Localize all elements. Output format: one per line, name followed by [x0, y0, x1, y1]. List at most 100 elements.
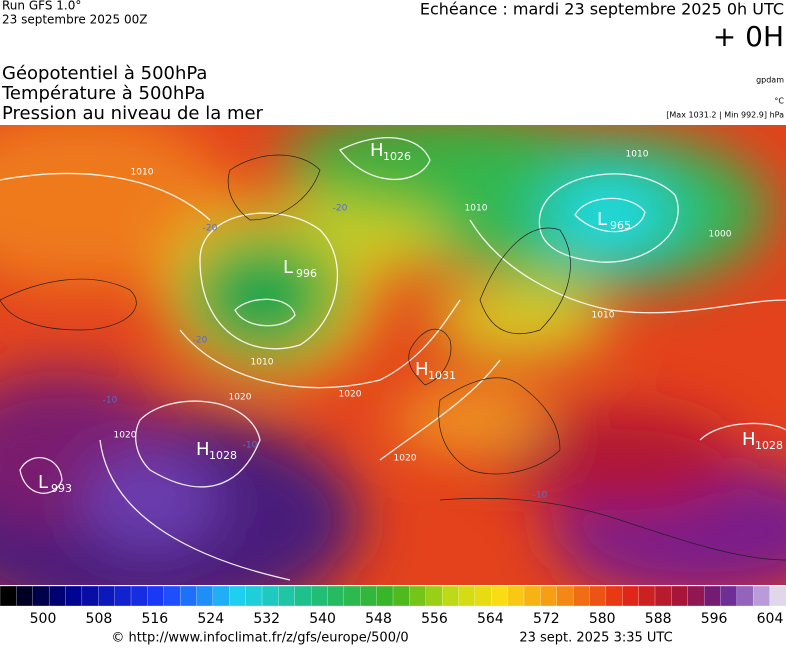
color-swatch [0, 585, 18, 607]
unit-label: [Max 1031.2 | Min 992.9] hPa [666, 111, 784, 120]
color-swatch [65, 585, 83, 607]
color-scale-tick: 540 [309, 611, 336, 627]
color-swatch [212, 585, 230, 607]
pressure-center-type: L [597, 209, 607, 230]
color-swatch [654, 585, 673, 607]
color-swatch [409, 585, 427, 607]
color-swatch [605, 585, 623, 607]
temperature-label: -20 [333, 204, 348, 214]
color-swatch [753, 585, 771, 607]
color-swatch [638, 585, 656, 607]
color-scale-tick: 532 [253, 611, 280, 627]
color-scale-tick: 564 [477, 611, 504, 627]
pressure-center-type: L [283, 257, 293, 278]
color-swatch [114, 585, 132, 607]
color-swatch [474, 585, 492, 607]
pressure-center-value: 1031 [428, 369, 456, 382]
pressure-center-type: H [415, 359, 429, 380]
color-swatch [16, 585, 34, 607]
isobar-label: 1020 [229, 393, 252, 403]
color-swatch [327, 585, 345, 607]
isobar-label: 1010 [131, 168, 154, 178]
pressure-center-value: 993 [51, 482, 72, 495]
pressure-center-value: 1028 [755, 439, 783, 452]
unit-label: gpdam [756, 76, 784, 85]
render-time: 23 sept. 2025 3:35 UTC [519, 631, 672, 646]
color-scale-tick: 548 [365, 611, 392, 627]
color-scale-tick: 524 [197, 611, 224, 627]
isobar-label: 1010 [626, 150, 649, 160]
forecast-time: Echéance : mardi 23 septembre 2025 0h UT… [420, 0, 784, 19]
color-swatch [523, 585, 542, 607]
isobar-label: 1000 [709, 230, 732, 240]
color-swatch [703, 585, 722, 607]
forecast-offset: + 0H [713, 20, 784, 53]
color-swatch [622, 585, 640, 607]
isobar-label: 1020 [114, 431, 137, 441]
color-swatch [458, 585, 476, 607]
isobar-label: 1020 [339, 390, 362, 400]
color-swatch [229, 585, 247, 607]
pressure-center-value: 965 [610, 219, 631, 232]
color-swatch [130, 585, 149, 607]
color-swatch [376, 585, 394, 607]
color-swatch [556, 585, 574, 607]
color-swatch [32, 585, 50, 607]
color-swatch [441, 585, 460, 607]
isobar-label: 1010 [592, 311, 615, 321]
color-swatch [769, 585, 786, 607]
color-scale-tick: 508 [86, 611, 113, 627]
color-swatch [360, 585, 378, 607]
color-swatch [343, 585, 361, 607]
color-swatch [392, 585, 411, 607]
isobar-label: 1020 [394, 454, 417, 464]
color-swatch [540, 585, 558, 607]
color-swatch [572, 585, 591, 607]
color-swatch [310, 585, 329, 607]
color-swatch [425, 585, 443, 607]
map [0, 125, 786, 585]
color-swatch [48, 585, 67, 607]
color-swatch [491, 585, 509, 607]
pressure-center-type: H [196, 439, 210, 460]
color-scale-tick: 580 [589, 611, 616, 627]
isobar-label: 1010 [465, 204, 488, 214]
layer-label: Température à 500hPa [1, 83, 205, 104]
color-swatch [278, 585, 296, 607]
run-date: 23 septembre 2025 00Z [2, 13, 147, 27]
pressure-center-type: H [370, 140, 384, 161]
isobar-label: 1010 [251, 358, 274, 368]
color-swatch [720, 585, 738, 607]
color-swatch [736, 585, 754, 607]
color-swatch [98, 585, 116, 607]
pressure-center-value: 1028 [209, 449, 237, 462]
color-swatch [179, 585, 198, 607]
color-scale-tick: 596 [701, 611, 728, 627]
layer-label: Géopotentiel à 500hPa [2, 63, 207, 84]
pressure-center-value: 996 [296, 267, 317, 280]
color-scale-tick: 604 [757, 611, 784, 627]
temperature-label: -10 [533, 491, 548, 501]
layer-label: Pression au niveau de la mer [2, 103, 264, 124]
temperature-label: -10 [103, 396, 118, 406]
color-scale: 500 508 516 524 532 540 548 556 564 572 580 588 596 6… [0, 585, 786, 627]
source-url: © http://www.infoclimat.fr/z/gfs/europe/… [111, 631, 408, 646]
color-swatch [147, 585, 165, 607]
color-swatch [163, 585, 181, 607]
color-swatch [671, 585, 689, 607]
color-scale-tick: 556 [421, 611, 448, 627]
color-scale-tick: 588 [645, 611, 672, 627]
color-swatch [507, 585, 525, 607]
temperature-label: -20 [203, 224, 218, 234]
color-scale-tick: 572 [533, 611, 560, 627]
run-label: Run GFS 1.0° [2, 0, 81, 13]
pressure-center-type: H [742, 429, 756, 450]
color-scale-tick: 516 [141, 611, 168, 627]
unit-label: °C [774, 97, 784, 106]
color-swatch [294, 585, 312, 607]
color-swatch [687, 585, 705, 607]
color-swatch [589, 585, 607, 607]
color-swatch [196, 585, 214, 607]
